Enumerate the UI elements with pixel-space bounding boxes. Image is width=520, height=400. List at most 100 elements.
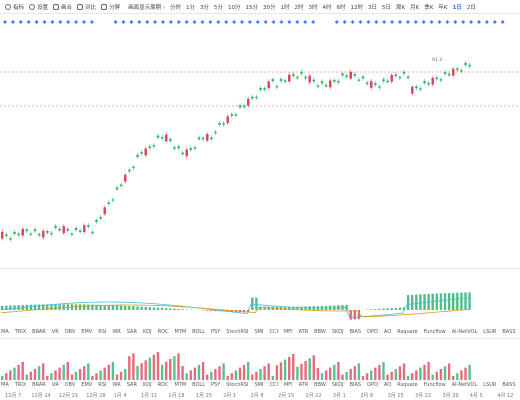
indicator-tab-25[interactable]: Funcflow [423, 329, 446, 335]
period-3[interactable]: 5分 [214, 4, 224, 11]
indicator-tab-14[interactable]: StochRSI [226, 329, 249, 335]
indicator-tab-b-16[interactable]: CCI [269, 382, 278, 388]
indicator-tab-15[interactable]: SMI [254, 329, 264, 335]
tool-layout[interactable]: 画合 [53, 3, 72, 11]
indicator-tab-b-12[interactable]: BOLL [192, 382, 206, 388]
date-label: 3月 15 [387, 392, 404, 399]
indicator-tab-27[interactable]: LSUR [483, 329, 497, 335]
candlestick-chart[interactable]: 91.3 [0, 10, 520, 268]
period-1[interactable]: 1分 [186, 4, 196, 11]
indicator-tab-b-4[interactable]: OBV [64, 382, 76, 388]
candle-body [320, 81, 324, 84]
tool-settings[interactable]: 设置 [29, 3, 48, 11]
indicator-tab-16[interactable]: CCI [269, 329, 278, 335]
period-9[interactable]: 3时 [308, 4, 318, 11]
indicator-tab-10[interactable]: ROC [157, 329, 169, 335]
indicator-tab-22[interactable]: DPO [367, 329, 378, 335]
signal-diamond [398, 20, 402, 24]
candle-body [378, 86, 381, 88]
tool-indicator[interactable]: 指标 [5, 3, 24, 11]
indicator-tab-17[interactable]: MFI [283, 329, 293, 335]
indicator-tab-b-24[interactable]: Rsquare [397, 382, 418, 388]
period-6[interactable]: 30分 [263, 4, 276, 11]
indicator-tab-b-5[interactable]: EMV [81, 382, 93, 388]
indicator-tab-b-13[interactable]: PSY [211, 382, 221, 388]
indicator-tab-b-15[interactable]: SMI [254, 382, 264, 388]
period-7[interactable]: 1时 [280, 4, 290, 11]
indicator-tab-b-3[interactable]: VR [51, 382, 59, 388]
indicator-tab-9[interactable]: KDJ [142, 329, 152, 335]
volume-bar [54, 370, 57, 380]
period-2[interactable]: 3分 [200, 4, 210, 11]
indicator-tab-0[interactable]: MA [1, 329, 9, 335]
indicator-tab-b-21[interactable]: BIAS [349, 382, 362, 388]
period-11[interactable]: 6时 [336, 4, 346, 11]
indicator-tab-b-20[interactable]: SKDJ [331, 382, 344, 388]
period-13[interactable]: 3日 [368, 4, 378, 11]
indicator-tab-7[interactable]: WR [112, 329, 121, 335]
volume-bar [17, 364, 20, 380]
indicator-tab-b-1[interactable]: TRIX [14, 382, 27, 388]
indicator-tab-b-11[interactable]: MTM [174, 382, 187, 388]
period-18[interactable]: 年K [438, 4, 448, 11]
indicator-tab-b-0[interactable]: MA [1, 382, 9, 388]
indicator-tab-b-17[interactable]: MFI [283, 382, 293, 388]
period-14[interactable]: 5日 [382, 4, 392, 11]
period-0[interactable]: 分时 [170, 4, 182, 11]
period-menu[interactable]: 画面显示周期 › [128, 4, 166, 11]
indicator-tab-18[interactable]: ATR [298, 329, 309, 335]
indicator-tab-8[interactable]: SAR [126, 329, 137, 335]
indicator-tab-2[interactable]: BRAR [32, 329, 46, 335]
period-16[interactable]: 月K [410, 4, 420, 11]
indicator-tab-4[interactable]: OBV [64, 329, 76, 335]
indicator-tab-b-6[interactable]: RSI [98, 382, 107, 388]
indicator-tab-5[interactable]: EMV [81, 329, 93, 335]
indicator-tab-b-18[interactable]: ATR [298, 382, 309, 388]
indicator-tab-24[interactable]: Rsquare [397, 329, 418, 335]
period-8[interactable]: 2时 [294, 4, 304, 11]
period-15[interactable]: 周K [396, 4, 406, 11]
indicator-tab-23[interactable]: AO [383, 329, 392, 335]
indicator-tab-b-27[interactable]: LSUR [483, 382, 497, 388]
indicator-tab-20[interactable]: SKDJ [331, 329, 344, 335]
period-12[interactable]: 12时 [350, 4, 364, 11]
volume-bar [251, 374, 254, 380]
indicator-tab-28[interactable]: BASS [502, 329, 516, 335]
indicator-tab-b-8[interactable]: SAR [126, 382, 137, 388]
date-label: 2月 1 [223, 392, 237, 399]
period-20[interactable]: 2日 [466, 4, 476, 11]
volume-bar [275, 365, 279, 380]
period-4[interactable]: 10分 [228, 4, 241, 11]
indicator-tab-b-9[interactable]: KDJ [142, 382, 152, 388]
volume-pane[interactable] [0, 340, 520, 384]
indicator-tab-6[interactable]: RSI [98, 329, 107, 335]
period-17[interactable]: 季K [424, 4, 434, 11]
indicator-tab-b-14[interactable]: StochRSI [226, 382, 249, 388]
indicator-tab-b-23[interactable]: AO [383, 382, 392, 388]
tool-compare[interactable]: 对比 [77, 3, 96, 11]
indicator-tab-11[interactable]: MTM [174, 329, 187, 335]
period-5[interactable]: 15分 [245, 4, 259, 11]
indicator-tab-b-19[interactable]: BBW [314, 382, 326, 388]
indicator-tab-1[interactable]: TRIX [14, 329, 27, 335]
macd-pane[interactable] [0, 270, 520, 326]
indicator-tab-13[interactable]: PSY [211, 329, 221, 335]
indicator-tab-3[interactable]: VR [51, 329, 59, 335]
indicator-tab-19[interactable]: BBW [314, 329, 326, 335]
volume-bar [177, 353, 180, 380]
indicator-tab-26[interactable]: AI-NetVOL [451, 329, 478, 335]
volume-bar [378, 364, 381, 380]
indicator-tab-b-28[interactable]: BASS [502, 382, 516, 388]
indicator-tab-b-7[interactable]: WR [112, 382, 121, 388]
indicator-tab-b-2[interactable]: BRAR [32, 382, 46, 388]
period-19[interactable]: 1日 [452, 4, 462, 11]
indicator-tab-12[interactable]: BOLL [192, 329, 206, 335]
indicator-tab-b-25[interactable]: Funcflow [423, 382, 446, 388]
tool-split[interactable]: 分屏 [101, 3, 120, 11]
candle-body [460, 70, 463, 72]
indicator-tab-21[interactable]: BIAS [349, 329, 362, 335]
indicator-tab-b-26[interactable]: AI-NetVOL [451, 382, 478, 388]
period-10[interactable]: 4时 [322, 4, 332, 11]
indicator-tab-b-22[interactable]: DPO [367, 382, 378, 388]
indicator-tab-b-10[interactable]: ROC [157, 382, 169, 388]
